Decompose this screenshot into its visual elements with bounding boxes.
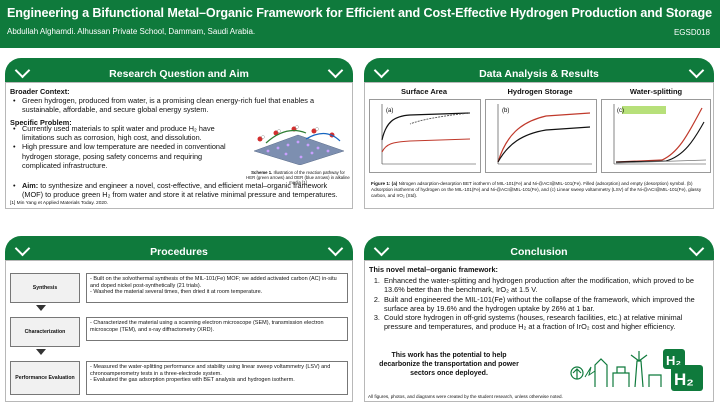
- procedure-line: - Washed the material several times, the…: [90, 289, 263, 296]
- chart-title: Water-splitting: [629, 87, 683, 96]
- specific-problem-item: High pressure and low temperature are ne…: [13, 142, 242, 170]
- procedure-step-text: - Built on the solvothermal synthesis of…: [86, 273, 348, 303]
- scheme-caption-label: Scheme 1.: [251, 170, 273, 175]
- figure-caption-text: Nitrogen adsorption-desorption BET isoth…: [371, 181, 702, 198]
- reaction-scheme-figure: Scheme 1. Illustration of the reaction p…: [246, 121, 350, 185]
- procedure-step-label: Performance Evaluation: [10, 361, 80, 395]
- broader-context-label: Broader Context:: [10, 87, 70, 96]
- hydrogen-storage-chart: (b): [485, 99, 597, 173]
- water-splitting-chart: (c): [601, 99, 711, 173]
- research-panel-body: Broader Context: Green hydrogen, produce…: [5, 82, 353, 209]
- data-panel: Data Analysis & Results Surface Area Hyd…: [364, 58, 714, 209]
- conclusion-panel-body: This novel metal–organic framework: Enha…: [364, 260, 714, 402]
- procedures-panel: Procedures Synthesis - Built on the solv…: [5, 236, 353, 402]
- research-panel: Research Question and Aim Broader Contex…: [5, 58, 353, 209]
- conclusion-item: Could store hydrogen in off-grid systems…: [382, 313, 707, 331]
- aim-text: to synthesize and engineer a novel, cost…: [22, 181, 338, 200]
- down-arrow-icon: [36, 305, 46, 311]
- figure-caption: Figure 1: (a) Nitrogen adsorption-desorp…: [371, 181, 707, 199]
- conclusion-panel: Conclusion This novel metal–organic fram…: [364, 236, 714, 402]
- reference-text: [1] Min Yang et Applied Materials Today.…: [10, 201, 109, 206]
- clean-energy-illustration: H₂ H₂: [565, 347, 705, 391]
- procedure-line: - Measured the water-splitting performan…: [90, 364, 331, 377]
- surface-area-chart: (a): [369, 99, 481, 173]
- poster-authors: Abdullah Alghamdi. Alhussan Private Scho…: [7, 27, 256, 36]
- chart-title: Hydrogen Storage: [507, 87, 573, 96]
- aim-label: Aim:: [22, 181, 39, 190]
- procedures-panel-body: Synthesis - Built on the solvothermal sy…: [5, 260, 353, 402]
- procedure-step-text: - Characterized the material using a sca…: [86, 317, 348, 341]
- procedure-step-label: Synthesis: [10, 273, 80, 303]
- footer-note: All figures, photos, and diagrams were c…: [368, 394, 563, 399]
- h2-badge-large: H₂: [674, 370, 694, 389]
- procedure-row: Characterization - Characterized the mat…: [10, 317, 348, 347]
- procedure-line: - Evaluated the gas adsorption propertie…: [90, 377, 295, 384]
- conclusion-item: Built and engineered the MIL-101(Fe) wit…: [382, 295, 707, 313]
- procedure-row: Synthesis - Built on the solvothermal sy…: [10, 273, 348, 303]
- procedure-step-text: - Measured the water-splitting performan…: [86, 361, 348, 395]
- procedure-step-label: Characterization: [10, 317, 80, 347]
- broader-context-item: Green hydrogen, produced from water, is …: [13, 96, 346, 114]
- specific-problem-item: Currently used materials to split water …: [13, 124, 242, 142]
- conclusion-item: Enhanced the water-splitting and hydroge…: [382, 276, 707, 294]
- data-panel-title: Data Analysis & Results: [479, 68, 599, 80]
- chart-panel-tag: (b): [502, 108, 509, 114]
- research-panel-title: Research Question and Aim: [109, 68, 249, 80]
- h2-badge-small: H₂: [666, 353, 681, 368]
- chart-panel-tag: (c): [617, 108, 624, 114]
- figure-caption-label: Figure 1: (a): [371, 181, 398, 186]
- procedure-line: - Characterized the material using a sca…: [90, 320, 324, 333]
- poster-code: EGSD018: [673, 28, 710, 37]
- down-arrow-icon: [36, 349, 46, 355]
- chart-title: Surface Area: [401, 87, 447, 96]
- specific-problem-label: Specific Problem:: [10, 117, 72, 127]
- potential-statement: This work has the potential to help deca…: [379, 352, 519, 377]
- data-panel-body: Surface Area Hydrogen Storage Water-spli…: [364, 82, 714, 209]
- procedures-panel-title: Procedures: [150, 246, 208, 258]
- chart-panel-tag: (a): [386, 108, 393, 114]
- procedure-row: Performance Evaluation - Measured the wa…: [10, 361, 348, 395]
- procedure-line: - Built on the solvothermal synthesis of…: [90, 276, 337, 289]
- poster-title: Engineering a Bifunctional Metal–Organic…: [7, 6, 713, 20]
- conclusion-panel-title: Conclusion: [510, 246, 568, 258]
- conclusion-intro: This novel metal–organic framework:: [369, 265, 498, 274]
- poster-header: Engineering a Bifunctional Metal–Organic…: [0, 0, 720, 48]
